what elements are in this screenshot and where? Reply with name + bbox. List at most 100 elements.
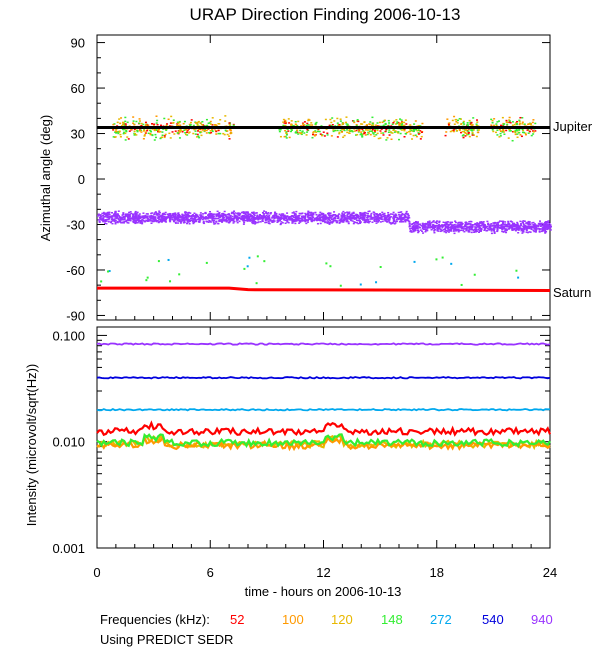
scatter-point	[203, 130, 206, 132]
scatter-point	[123, 220, 126, 223]
scatter-point	[443, 228, 446, 231]
scatter-point	[252, 221, 255, 223]
scatter-point	[194, 213, 197, 216]
scatter-point	[140, 131, 143, 133]
scatter-point	[187, 221, 190, 223]
scatter-point	[336, 220, 339, 222]
scatter-point	[210, 212, 213, 215]
scatter-point	[466, 133, 469, 136]
scatter-point	[196, 214, 199, 216]
scatter-point	[211, 130, 214, 133]
scatter-point	[232, 219, 235, 221]
scatter-point	[202, 124, 205, 126]
scatter-point	[184, 212, 187, 215]
scatter-point	[331, 117, 334, 119]
scatter-point	[408, 223, 411, 225]
scatter-point	[396, 122, 399, 125]
scatter-point	[243, 221, 246, 224]
scatter-point	[357, 131, 360, 133]
scatter-point	[367, 220, 370, 223]
scatter-point	[171, 216, 174, 219]
scatter-point	[468, 227, 471, 230]
scatter-point	[99, 218, 102, 220]
scatter-point	[157, 260, 160, 263]
scatter-point	[161, 131, 164, 133]
scatter-point	[422, 228, 425, 231]
scatter-point	[515, 226, 518, 228]
scatter-point	[386, 216, 389, 218]
scatter-point	[412, 134, 415, 137]
scatter-point	[501, 220, 504, 223]
scatter-point	[256, 218, 259, 220]
scatter-point	[127, 214, 130, 216]
scatter-point	[456, 119, 459, 122]
scatter-point	[520, 224, 523, 227]
scatter-point	[189, 212, 192, 214]
scatter-point	[169, 220, 172, 223]
scatter-point	[441, 256, 444, 259]
scatter-point	[382, 125, 385, 127]
scatter-point	[286, 216, 289, 218]
scatter-point	[387, 220, 390, 222]
scatter-point	[183, 214, 186, 216]
y-tick-label: -30	[66, 217, 85, 232]
scatter-point	[192, 214, 195, 216]
scatter-point	[132, 218, 135, 221]
scatter-point	[201, 121, 204, 123]
scatter-point	[495, 131, 498, 134]
scatter-point	[201, 218, 204, 221]
scatter-point	[454, 224, 457, 226]
scatter-point	[476, 129, 479, 131]
scatter-point	[408, 130, 411, 133]
scatter-point	[473, 228, 476, 230]
scatter-point	[360, 216, 363, 219]
scatter-point	[326, 212, 329, 215]
scatter-point	[168, 125, 171, 127]
scatter-point	[348, 212, 351, 215]
scatter-point	[176, 132, 179, 134]
scatter-point	[141, 221, 144, 223]
scatter-point	[248, 216, 251, 219]
scatter-point	[370, 214, 373, 216]
scatter-point	[398, 216, 401, 219]
scatter-point	[345, 116, 348, 118]
scatter-point	[207, 213, 210, 215]
scatter-point	[285, 137, 288, 139]
scatter-point	[168, 212, 171, 215]
scatter-point	[480, 221, 483, 223]
scatter-point	[382, 213, 385, 215]
scatter-point	[360, 133, 363, 136]
scatter-point	[124, 123, 127, 125]
scatter-point	[103, 213, 106, 216]
scatter-point	[244, 213, 247, 216]
scatter-point	[344, 215, 347, 217]
scatter-point	[366, 133, 369, 136]
scatter-point	[414, 226, 417, 228]
scatter-point	[312, 131, 315, 134]
time-x-ticks: 0 6 12 18 24	[93, 35, 557, 580]
scatter-point	[159, 130, 162, 133]
scatter-point	[231, 217, 234, 220]
scatter-point	[141, 216, 144, 219]
scatter-point	[456, 129, 459, 132]
scatter-point	[469, 129, 472, 131]
scatter-point	[121, 214, 124, 216]
scatter-point	[255, 212, 258, 214]
scatter-point	[407, 216, 410, 219]
scatter-point	[346, 131, 349, 134]
scatter-point	[444, 227, 447, 230]
scatter-point	[114, 222, 117, 225]
scatter-point	[271, 216, 274, 219]
scatter-point	[358, 217, 361, 220]
legend-100: 100	[282, 612, 304, 627]
scatter-point	[150, 216, 153, 218]
scatter-point	[403, 218, 406, 220]
scatter-point	[392, 217, 395, 219]
scatter-point	[496, 228, 499, 230]
scatter-point	[488, 227, 491, 229]
scatter-point	[154, 136, 157, 139]
scatter-point	[409, 133, 412, 135]
scatter-point	[219, 132, 222, 135]
scatter-point	[490, 118, 493, 121]
scatter-point	[169, 280, 172, 283]
